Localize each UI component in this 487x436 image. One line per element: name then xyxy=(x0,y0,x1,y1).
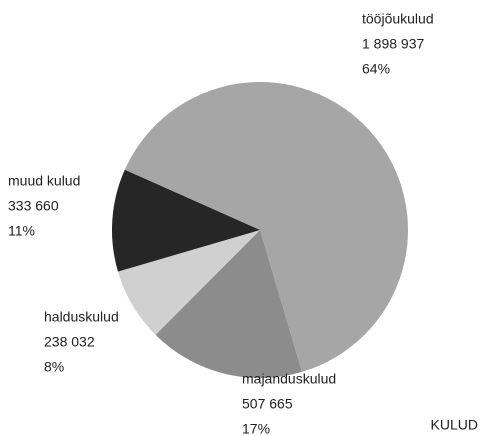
slice-label: halduskulud xyxy=(44,309,119,325)
slice-label: muud kulud xyxy=(8,173,80,189)
chart-title: KULUD xyxy=(431,417,478,433)
pie-slice xyxy=(117,230,261,335)
value-label: 507 665 xyxy=(242,396,293,412)
pie-slice xyxy=(124,82,408,372)
percent-label: 8% xyxy=(44,359,64,375)
pie-slice xyxy=(155,230,302,379)
value-label: 333 660 xyxy=(8,198,59,214)
pie-slice xyxy=(112,169,260,272)
value-label: 238 032 xyxy=(44,334,95,350)
percent-label: 64% xyxy=(362,61,390,77)
slice-label: tööjõukulud xyxy=(362,11,434,27)
slice-label: majanduskulud xyxy=(242,371,336,387)
percent-label: 11% xyxy=(8,223,35,239)
value-label: 1 898 937 xyxy=(362,36,424,52)
percent-label: 17% xyxy=(242,421,270,436)
